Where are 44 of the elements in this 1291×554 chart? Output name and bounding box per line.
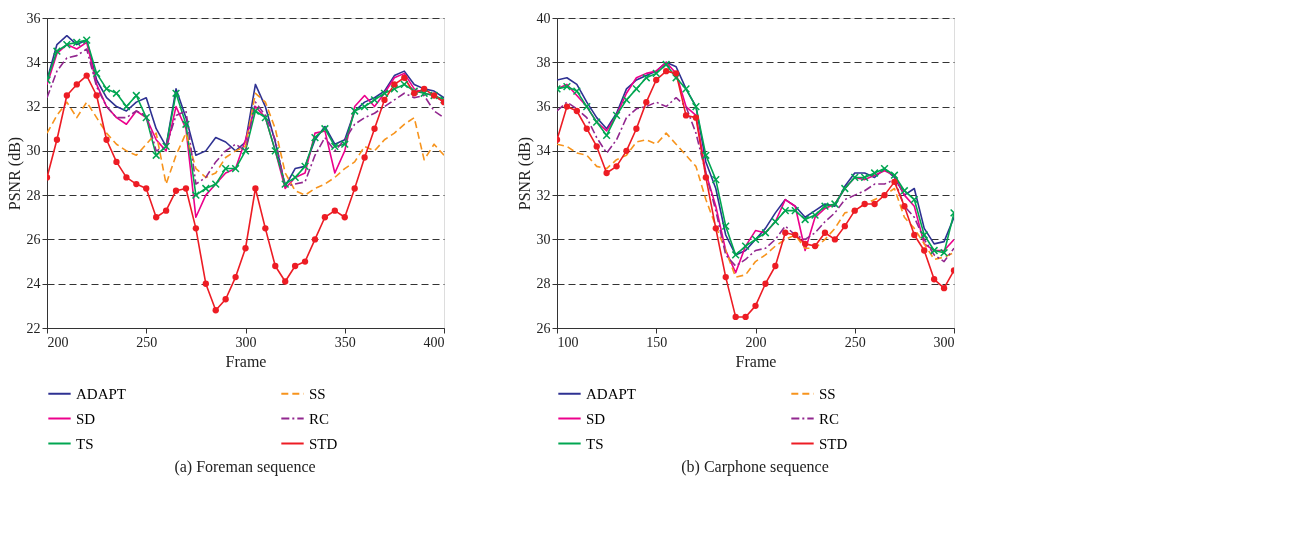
y-tick-label: 28	[26, 187, 41, 203]
text: (b) Carphone sequence	[681, 458, 829, 476]
y-tick-label: 32	[536, 187, 551, 203]
x-tick-label: 200	[47, 334, 69, 350]
x-axis-title: Frame	[225, 352, 267, 370]
x-tick-label: 300	[235, 334, 257, 350]
y-tick-label: 40	[536, 10, 551, 26]
text: (a) Foreman sequence	[174, 458, 316, 476]
y-tick-label: 36	[26, 10, 41, 26]
y-tick-label: 32	[26, 99, 41, 115]
legend-label: ADAPT	[586, 385, 637, 402]
y-tick-label: 26	[26, 231, 41, 247]
legend-label: STD	[309, 435, 338, 452]
x-tick-label: 150	[646, 334, 668, 350]
y-tick-label: 34	[26, 54, 41, 70]
x-tick-label: 100	[557, 334, 579, 350]
x-tick-label: 200	[745, 334, 767, 350]
legend-label: STD	[819, 435, 848, 452]
y-axis-title: PSNR (dB)	[515, 136, 534, 211]
legend-label: TS	[76, 435, 94, 452]
legend-label: SS	[309, 385, 326, 402]
y-tick-label: 34	[536, 143, 551, 159]
y-tick-label: 38	[536, 54, 551, 70]
y-tick-label: 30	[536, 231, 551, 247]
legend-label: ADAPT	[76, 385, 127, 402]
x-tick-label: 250	[844, 334, 866, 350]
y-tick-label: 28	[536, 276, 551, 292]
x-tick-label: 300	[933, 334, 955, 350]
legend-label: SD	[586, 410, 606, 427]
legend-label: RC	[819, 410, 840, 427]
legend-label: SS	[819, 385, 836, 402]
legend-label: SD	[76, 410, 96, 427]
x-tick-label: 400	[423, 334, 445, 350]
y-tick-label: 26	[536, 320, 551, 336]
y-axis-title: PSNR (dB)	[5, 136, 24, 211]
legend-label: RC	[309, 410, 330, 427]
x-tick-label: 250	[136, 334, 158, 350]
y-tick-label: 36	[536, 99, 551, 115]
legend-label: TS	[586, 435, 604, 452]
y-tick-label: 24	[26, 276, 41, 292]
x-tick-label: 350	[334, 334, 356, 350]
y-tick-label: 30	[26, 143, 41, 159]
x-axis-title: Frame	[735, 352, 777, 370]
y-tick-label: 22	[26, 320, 41, 336]
